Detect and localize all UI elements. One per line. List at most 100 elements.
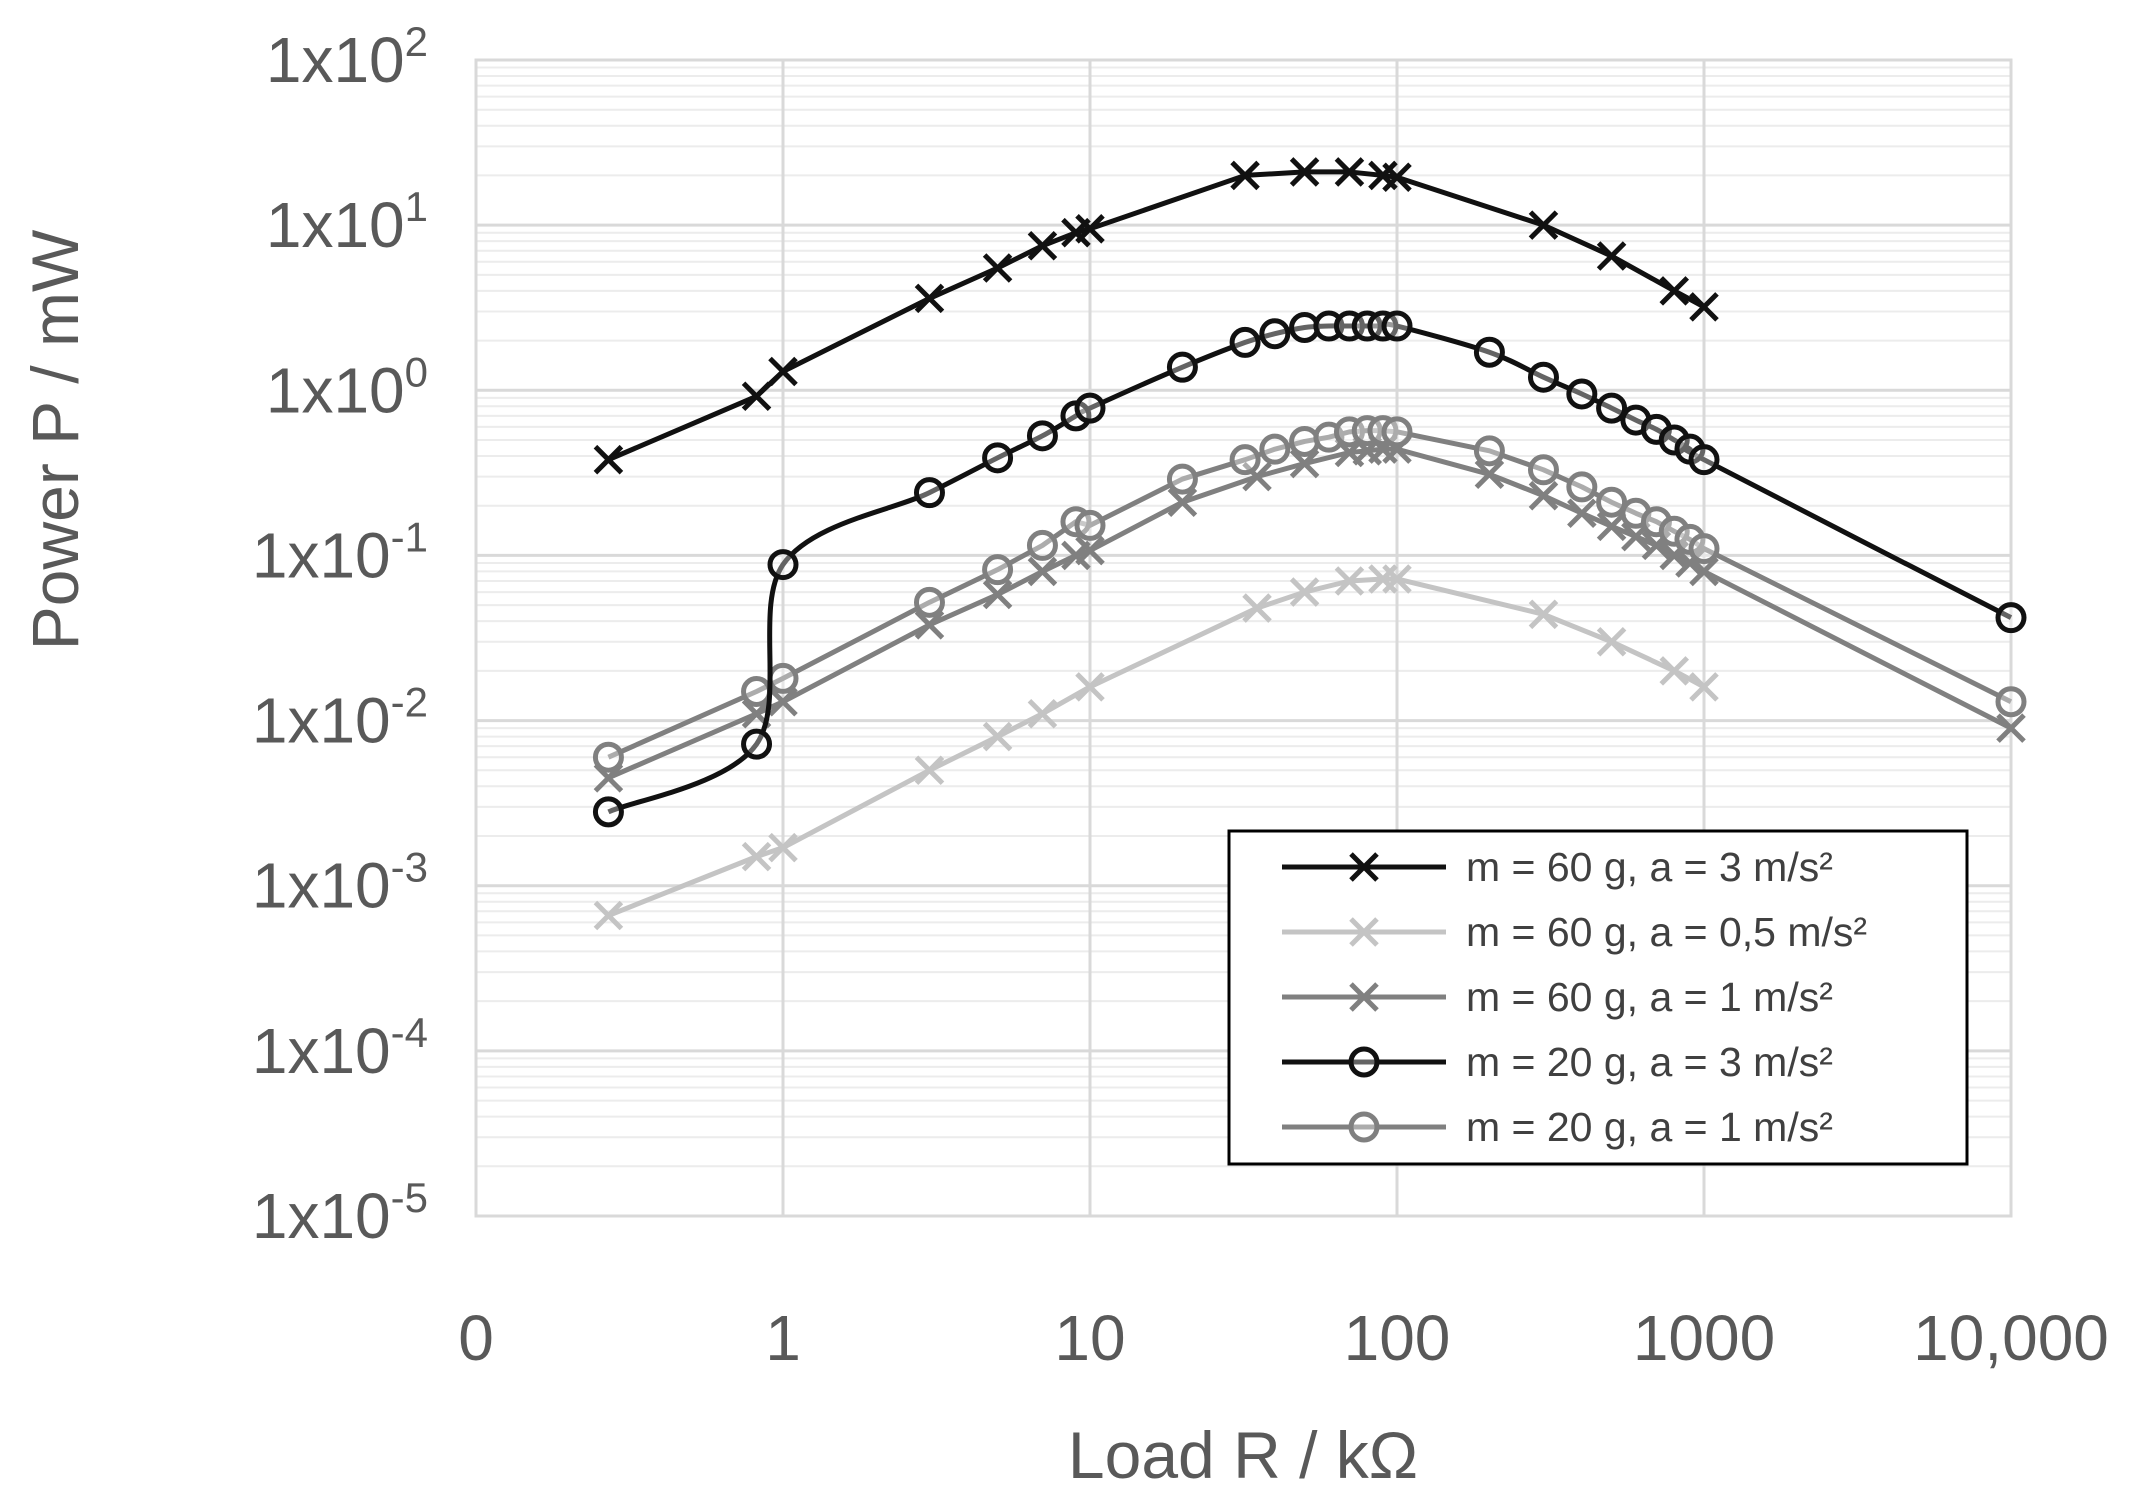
y-tick-exponent: 1: [405, 183, 428, 230]
data-point: [1566, 378, 1598, 410]
data-point: [592, 741, 624, 773]
data-point: [1382, 162, 1412, 193]
data-point: [592, 796, 624, 828]
data-point: [768, 356, 798, 387]
data-point: [1596, 392, 1628, 424]
x-tick-label: 0: [458, 1302, 494, 1374]
data-point: [1995, 602, 2027, 634]
x-tick-label: 10,000: [1913, 1302, 2109, 1374]
data-point: [1382, 564, 1412, 594]
legend-entry: m = 20 g, a = 3 m/s²: [1282, 1039, 1833, 1085]
data-point: [1259, 318, 1291, 350]
legend-label: m = 20 g, a = 1 m/s²: [1466, 1104, 1833, 1150]
data-point: [1996, 713, 2026, 743]
data-point: [1689, 672, 1719, 702]
data-point: [1596, 511, 1627, 542]
data-point: [1027, 698, 1058, 729]
y-tick-exponent: -3: [391, 844, 428, 891]
legend-marker: [1349, 852, 1379, 882]
series-line: [607, 576, 1706, 918]
x-axis-title: Load R / kΩ: [1068, 1418, 1418, 1492]
data-point: [1688, 444, 1720, 476]
y-tick-label: 1x102: [266, 18, 428, 96]
data-point: [593, 900, 624, 931]
y-tick-label: 1x10-1: [252, 513, 428, 591]
data-point: [741, 675, 773, 707]
data-point: [1995, 686, 2027, 718]
data-point: [1659, 276, 1690, 306]
data-point: [1230, 160, 1260, 191]
series-4: [592, 310, 2027, 828]
data-point: [1689, 556, 1719, 587]
data-point: [1167, 487, 1198, 517]
x-tick-label: 1: [765, 1302, 801, 1374]
data-point: [741, 841, 772, 872]
legend-entry: m = 60 g, a = 0,5 m/s²: [1282, 909, 1867, 955]
data-point: [1658, 424, 1690, 456]
legend-label: m = 60 g, a = 1 m/s²: [1466, 974, 1833, 1020]
y-tick-exponent: 0: [405, 348, 428, 395]
legend-label: m = 20 g, a = 3 m/s²: [1466, 1039, 1833, 1085]
y-tick-base: 1x10: [252, 519, 391, 591]
data-point: [913, 477, 945, 509]
data-point: [1074, 392, 1106, 424]
y-tick-base: 1x10: [266, 189, 405, 261]
data-point: [1527, 454, 1559, 486]
legend-marker: [1348, 1111, 1380, 1143]
y-tick-exponent: -4: [391, 1009, 428, 1056]
x-tick-label: 100: [1344, 1302, 1451, 1374]
data-point: [1658, 515, 1690, 547]
legend-entry: m = 60 g, a = 3 m/s²: [1282, 844, 1833, 890]
data-point: [1567, 498, 1597, 529]
data-point: [1242, 461, 1272, 492]
legend-entry: m = 20 g, a = 1 m/s²: [1282, 1104, 1833, 1150]
y-tick-label: 1x100: [266, 348, 428, 426]
y-tick-base: 1x10: [266, 354, 405, 426]
x-axis-tick-labels: 0 1 10 100 1000 10,000: [458, 1302, 2109, 1374]
data-point: [1075, 535, 1105, 566]
data-point: [913, 586, 945, 618]
data-point: [767, 662, 799, 694]
data-point: [914, 610, 945, 640]
y-tick-base: 1x10: [252, 1180, 391, 1252]
series-1: [593, 157, 1719, 475]
data-point: [1596, 241, 1627, 271]
data-point: [1289, 425, 1321, 457]
y-tick-label: 1x101: [266, 183, 428, 261]
data-point: [1229, 444, 1261, 476]
data-point: [1688, 533, 1720, 565]
y-axis-tick-labels: 1x1021x1011x1001x10-11x10-21x10-31x10-41…: [252, 18, 428, 1252]
y-tick-label: 1x10-3: [252, 844, 428, 922]
data-point: [914, 755, 945, 786]
data-point: [1334, 566, 1365, 596]
data-point: [982, 554, 1014, 586]
data-point: [1074, 509, 1106, 541]
data-point: [1473, 435, 1505, 467]
data-point: [1242, 593, 1272, 623]
y-tick-base: 1x10: [266, 24, 405, 96]
y-tick-label: 1x10-2: [252, 679, 428, 757]
y-tick-exponent: -2: [391, 679, 428, 726]
data-point: [1166, 351, 1198, 383]
data-point: [1474, 459, 1505, 490]
data-point: [1229, 326, 1261, 358]
data-point: [982, 253, 1013, 283]
data-point: [1289, 448, 1320, 479]
y-tick-label: 1x10-5: [252, 1174, 428, 1252]
data-point: [1027, 231, 1058, 261]
data-point: [1596, 627, 1627, 657]
data-point: [1528, 599, 1559, 630]
data-point: [1659, 656, 1690, 686]
data-point: [982, 721, 1013, 752]
data-point: [1381, 310, 1413, 342]
data-point: [741, 728, 773, 760]
y-tick-base: 1x10: [252, 850, 391, 922]
y-tick-exponent: 2: [405, 18, 428, 65]
data-point: [1075, 672, 1105, 702]
series-5: [592, 415, 2027, 773]
legend-label: m = 60 g, a = 0,5 m/s²: [1466, 909, 1867, 955]
data-point: [982, 579, 1013, 610]
y-tick-label: 1x10-4: [252, 1009, 428, 1087]
data-point: [1566, 471, 1598, 503]
